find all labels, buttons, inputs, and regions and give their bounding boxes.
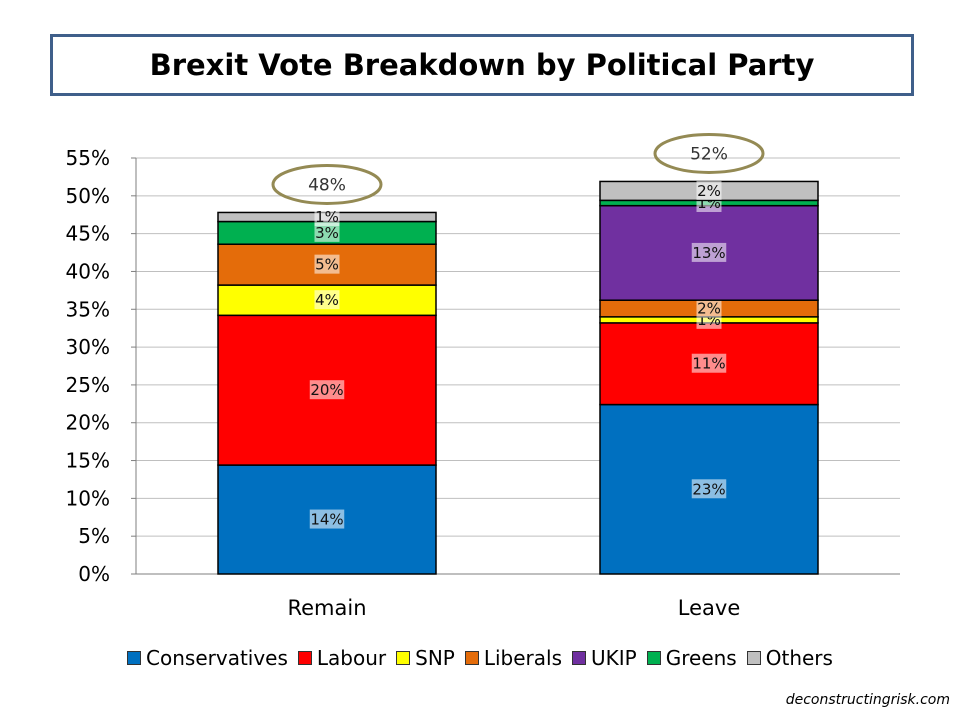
- data-label-bg: [314, 254, 340, 274]
- y-tick-label: 15%: [66, 449, 110, 473]
- data-label-bg: [691, 242, 727, 262]
- legend-item: Liberals: [464, 646, 563, 670]
- data-label: 2%: [697, 182, 721, 200]
- legend-label: Labour: [316, 646, 387, 670]
- legend-swatch: [297, 651, 312, 665]
- legend-swatch: [746, 651, 761, 665]
- y-tick-label: 35%: [66, 297, 110, 321]
- y-tick-label: 5%: [78, 524, 110, 548]
- legend-swatch: [127, 651, 142, 665]
- data-label-bg: [691, 479, 727, 499]
- x-category-label: Remain: [287, 596, 366, 620]
- x-category-label: Leave: [678, 596, 740, 620]
- total-label: 48%: [308, 175, 346, 195]
- legend-label: Conservatives: [146, 646, 288, 670]
- legend-item: Conservatives: [127, 646, 288, 670]
- legend: Conservatives Labour SNP Liberals UKIP Greens…: [0, 646, 960, 670]
- legend-label: UKIP: [591, 646, 637, 670]
- legend-label: Others: [765, 646, 833, 670]
- data-label-bg: [314, 290, 340, 310]
- bar-segment-conservatives: [217, 464, 437, 575]
- total-ellipse: [271, 163, 383, 205]
- legend-label: SNP: [415, 646, 455, 670]
- legend-item: UKIP: [572, 646, 637, 670]
- data-label-bg: [696, 298, 722, 318]
- y-tick-label: 40%: [66, 259, 110, 283]
- data-label-bg: [691, 353, 727, 373]
- data-label: 20%: [310, 381, 343, 399]
- legend-swatch: [396, 651, 411, 665]
- legend-item: SNP: [396, 646, 455, 670]
- y-tick-label: 45%: [66, 222, 110, 246]
- data-label: 1%: [315, 208, 339, 226]
- data-label: 13%: [692, 244, 725, 262]
- data-label: 3%: [315, 224, 339, 242]
- data-label-bg: [309, 380, 345, 400]
- y-tick-label: 50%: [66, 184, 110, 208]
- stacked-bar-chart: 0% 5% 10% 15% 20% 25% 30% 35% 40% 45% 50% 55% 14% 20%…: [66, 132, 900, 620]
- legend-swatch: [464, 651, 479, 665]
- y-tick-label: 25%: [66, 373, 110, 397]
- total-ellipse: [653, 132, 765, 174]
- data-label: 11%: [692, 355, 725, 373]
- y-tick-label: 0%: [78, 562, 110, 586]
- chart-title: Brexit Vote Breakdown by Political Party: [149, 48, 815, 82]
- y-tick-label: 20%: [66, 411, 110, 435]
- data-label: 14%: [310, 511, 343, 529]
- data-label-bg: [309, 509, 345, 529]
- y-tick-label: 10%: [66, 486, 110, 510]
- y-tick-label: 55%: [66, 146, 110, 170]
- data-label: 2%: [697, 300, 721, 318]
- data-label-bg: [314, 222, 340, 242]
- data-label: 4%: [315, 291, 339, 309]
- data-label-bg: [696, 180, 722, 200]
- total-label: 52%: [690, 144, 728, 164]
- data-label-bg: [314, 206, 340, 226]
- legend-item: Labour: [297, 646, 387, 670]
- legend-swatch: [572, 651, 587, 665]
- data-label: 23%: [692, 480, 725, 498]
- y-tick-label: 30%: [66, 335, 110, 359]
- legend-item: Greens: [646, 646, 737, 670]
- legend-label: Liberals: [483, 646, 563, 670]
- watermark: deconstructingrisk.com: [785, 692, 950, 708]
- chart-title-box: Brexit Vote Breakdown by Political Party: [50, 34, 914, 96]
- legend-item: Others: [746, 646, 833, 670]
- legend-swatch: [646, 651, 661, 665]
- data-label: 5%: [315, 256, 339, 274]
- legend-label: Greens: [665, 646, 737, 670]
